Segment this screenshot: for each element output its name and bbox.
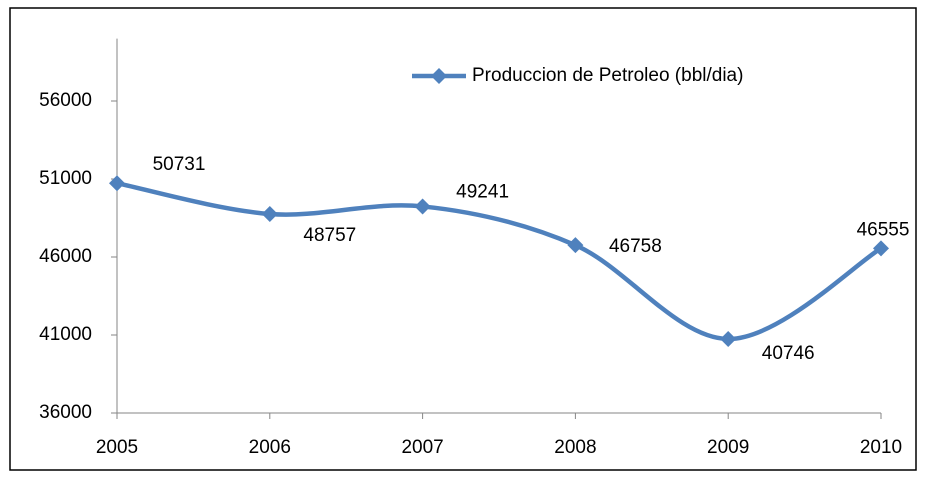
x-tick-label: 2008 <box>554 437 596 458</box>
legend-marker <box>431 68 447 84</box>
data-label: 48757 <box>303 225 356 246</box>
y-tick-label: 36000 <box>39 402 92 423</box>
data-label: 46758 <box>609 236 662 257</box>
chart-border <box>9 7 917 471</box>
x-tick-label: 2007 <box>401 437 443 458</box>
marker <box>109 175 125 192</box>
marker <box>261 205 278 222</box>
marker <box>567 237 584 254</box>
x-tick-label: 2010 <box>860 437 902 458</box>
data-label: 46555 <box>857 219 910 240</box>
marker <box>720 330 737 347</box>
marker <box>414 198 431 215</box>
marker <box>873 240 889 257</box>
y-tick-label: 46000 <box>39 246 92 267</box>
data-label: 40746 <box>762 343 815 364</box>
series-line <box>116 180 883 342</box>
data-label: 49241 <box>456 181 509 202</box>
y-tick-label: 56000 <box>39 90 92 111</box>
data-label: 50731 <box>153 154 206 175</box>
x-tick-label: 2009 <box>707 437 749 458</box>
y-tick-label: 51000 <box>39 168 92 189</box>
x-tick-label: 2006 <box>249 437 291 458</box>
y-tick-label: 41000 <box>39 324 92 345</box>
legend-label: Produccion de Petroleo (bbl/dia) <box>472 65 743 86</box>
x-tick-label: 2005 <box>96 437 138 458</box>
